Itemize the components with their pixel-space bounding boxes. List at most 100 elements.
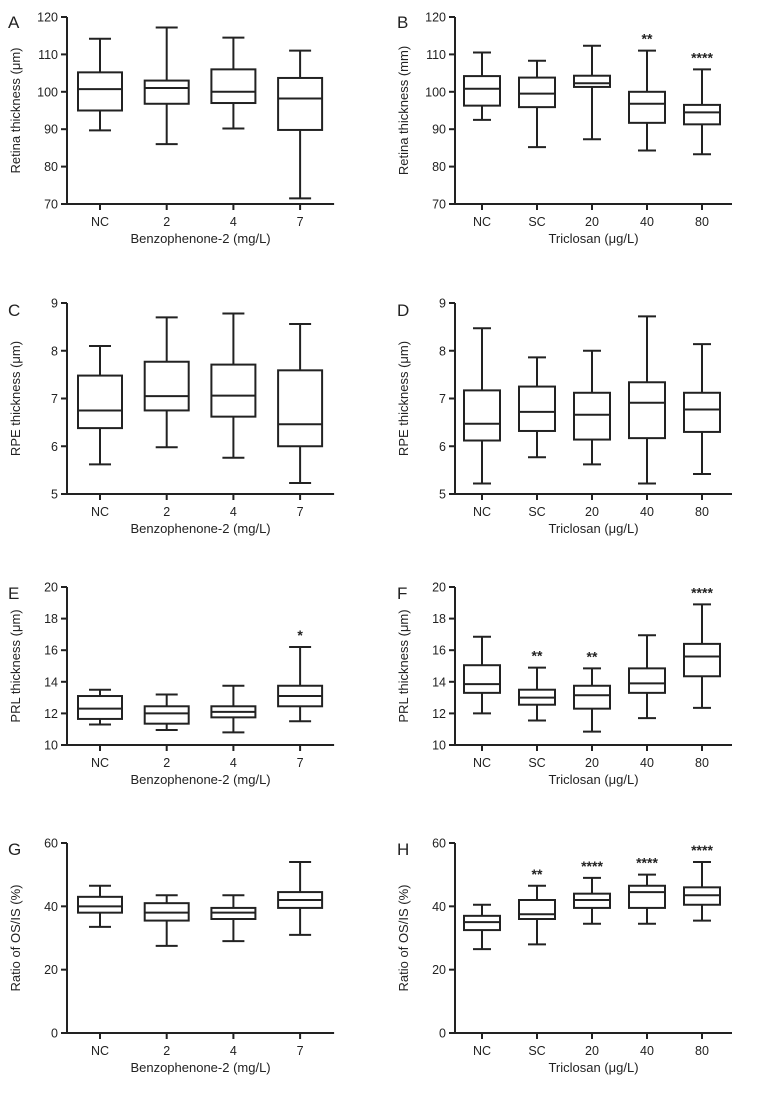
- y-tick-label: 0: [439, 1027, 446, 1041]
- panel-h: H 0 20 40 60 NC SC 20 40 80 Triclosan (μg/L) Ratio …: [396, 837, 732, 1075]
- box-7: *: [277, 627, 324, 723]
- box-4: [210, 312, 257, 459]
- y-tick-label: 60: [432, 837, 446, 851]
- panel-letter: C: [8, 301, 20, 320]
- box-nc: [463, 635, 501, 715]
- box-sc: [518, 59, 556, 149]
- x-tick-label: NC: [91, 215, 109, 229]
- x-tick-label: NC: [473, 1044, 491, 1058]
- y-tick-label: 80: [432, 160, 446, 174]
- x-tick-label: 80: [695, 215, 709, 229]
- y-tick-label: 6: [51, 440, 58, 454]
- significance-marker: **: [587, 648, 598, 664]
- x-tick-label: 20: [585, 1044, 599, 1058]
- x-tick-label: NC: [473, 756, 491, 770]
- x-tick-label: 4: [230, 1044, 237, 1058]
- iqr-box: [143, 79, 190, 105]
- iqr-box: [683, 642, 721, 678]
- y-tick-label: 20: [44, 581, 58, 595]
- x-tick-label: 80: [695, 756, 709, 770]
- box-40: [628, 634, 666, 720]
- x-tick-label: SC: [528, 215, 545, 229]
- panel-b: B 70 80 90 100 110 120 NC SC 20 40 80 Triclosan (μg/…: [396, 11, 732, 246]
- y-tick-label: 100: [37, 85, 58, 99]
- x-tick-label: NC: [91, 756, 109, 770]
- box-4: [210, 36, 257, 130]
- x-tick-label: 40: [640, 1044, 654, 1058]
- x-tick-label: 2: [163, 215, 170, 229]
- box-20: [573, 349, 611, 466]
- y-tick-label: 100: [425, 85, 446, 99]
- x-tick-label: 7: [297, 756, 304, 770]
- y-axis-label: Retina thickness (mm): [396, 46, 411, 175]
- x-tick-label: 40: [640, 505, 654, 519]
- box-2: [143, 26, 190, 146]
- y-tick-label: 110: [426, 48, 446, 62]
- y-axis-label: RPE thickness (μm): [8, 341, 23, 456]
- y-tick-label: 110: [38, 48, 58, 62]
- y-tick-label: 20: [44, 963, 58, 977]
- iqr-box: [77, 695, 123, 720]
- iqr-box: [518, 899, 556, 920]
- box-80: [683, 343, 721, 475]
- box-7: [277, 323, 324, 485]
- box-40: ****: [628, 855, 666, 925]
- iqr-box: [77, 374, 123, 430]
- y-tick-label: 6: [439, 440, 446, 454]
- x-tick-label: 2: [163, 505, 170, 519]
- panel-c: C 5 6 7 8 9 NC 2 4 7 Benzophenone-2 (mg/L) RPE thic…: [8, 297, 335, 536]
- box-20: [573, 44, 611, 141]
- box-nc: [77, 884, 123, 928]
- y-tick-label: 9: [439, 297, 446, 311]
- significance-marker: ****: [636, 855, 658, 871]
- box-nc: [77, 688, 123, 726]
- x-tick-label: NC: [91, 505, 109, 519]
- box-nc: [463, 51, 501, 121]
- x-axis-label: Benzophenone-2 (mg/L): [130, 1060, 270, 1075]
- y-axis-label: RPE thickness (μm): [396, 341, 411, 456]
- y-tick-label: 120: [425, 11, 446, 25]
- y-tick-label: 0: [51, 1027, 58, 1041]
- box-80: ****: [683, 584, 721, 709]
- iqr-box: [518, 76, 556, 109]
- y-tick-label: 90: [432, 123, 446, 137]
- significance-marker: ****: [691, 842, 713, 858]
- iqr-box: [463, 75, 501, 107]
- box-4: [210, 894, 257, 943]
- box-40: [628, 315, 666, 485]
- y-axis-label: Retina thickness (μm): [8, 48, 23, 174]
- box-7: [277, 861, 324, 936]
- significance-marker: **: [532, 648, 543, 664]
- y-axis-label: PRL thickness (μm): [8, 609, 23, 722]
- iqr-box: [683, 391, 721, 433]
- x-tick-label: SC: [528, 505, 545, 519]
- y-tick-label: 20: [432, 963, 446, 977]
- iqr-box: [77, 71, 123, 112]
- y-tick-label: 10: [432, 739, 446, 753]
- iqr-box: [628, 667, 666, 694]
- box-nc: [463, 327, 501, 485]
- x-tick-label: 20: [585, 215, 599, 229]
- x-axis-label: Triclosan (μg/L): [548, 231, 638, 246]
- iqr-box: [628, 884, 666, 909]
- box-nc: [77, 37, 123, 132]
- box-sc: **: [518, 866, 556, 946]
- iqr-box: [210, 68, 257, 105]
- iqr-box: [573, 684, 611, 710]
- significance-marker: **: [532, 866, 543, 882]
- iqr-box: [463, 389, 501, 442]
- x-tick-label: 2: [163, 756, 170, 770]
- y-tick-label: 120: [37, 11, 58, 25]
- y-tick-label: 8: [439, 344, 446, 358]
- iqr-box: [628, 90, 666, 124]
- x-tick-label: NC: [91, 1044, 109, 1058]
- box-nc: [77, 344, 123, 466]
- y-tick-label: 5: [439, 488, 446, 502]
- iqr-box: [518, 385, 556, 432]
- x-tick-label: 4: [230, 756, 237, 770]
- box-4: [210, 684, 257, 734]
- panel-letter: D: [397, 301, 409, 320]
- y-tick-label: 14: [432, 675, 446, 689]
- box-20: ****: [573, 858, 611, 925]
- x-tick-label: 20: [585, 756, 599, 770]
